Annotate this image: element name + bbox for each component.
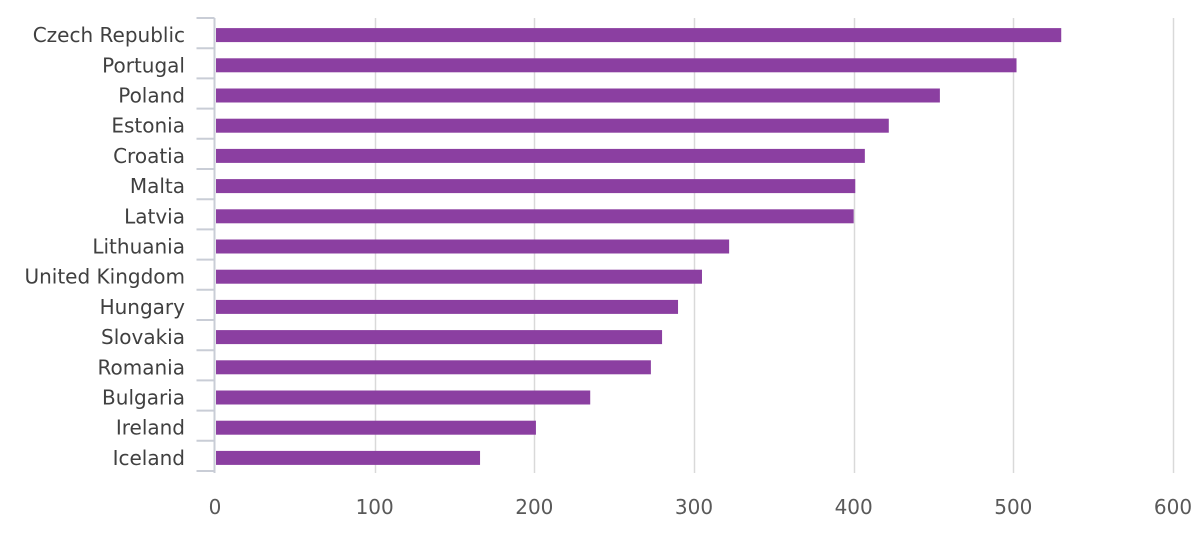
category-label: Estonia bbox=[111, 114, 185, 138]
bar bbox=[216, 420, 536, 435]
category-label: Lithuania bbox=[92, 235, 185, 259]
bar bbox=[216, 269, 702, 284]
value-tick-label: 200 bbox=[515, 495, 553, 519]
bar bbox=[216, 88, 940, 103]
value-tick-label: 0 bbox=[209, 495, 222, 519]
value-axis-labels: 0 100 200 300 400 500 600 bbox=[209, 495, 1192, 519]
category-label: United Kingdom bbox=[24, 265, 185, 289]
bar bbox=[216, 239, 730, 254]
value-tick-label: 300 bbox=[675, 495, 713, 519]
category-label: Poland bbox=[118, 84, 185, 108]
bar bbox=[216, 450, 481, 465]
bar bbox=[216, 299, 679, 314]
bars bbox=[216, 28, 1062, 465]
bar bbox=[216, 58, 1017, 73]
category-label: Iceland bbox=[113, 446, 185, 470]
value-tick-label: 600 bbox=[1154, 495, 1192, 519]
bar bbox=[216, 330, 663, 345]
category-label: Slovakia bbox=[101, 325, 185, 349]
category-label: Czech Republic bbox=[33, 23, 185, 47]
bar bbox=[216, 148, 865, 163]
bar bbox=[216, 28, 1062, 43]
bar bbox=[216, 118, 889, 133]
category-labels: Czech Republic Portugal Poland Estonia Croat… bbox=[24, 23, 185, 470]
category-label: Bulgaria bbox=[102, 386, 185, 410]
bar bbox=[216, 360, 651, 375]
value-tick-label: 500 bbox=[994, 495, 1032, 519]
category-label: Latvia bbox=[124, 204, 185, 228]
category-label: Ireland bbox=[116, 416, 185, 440]
bar bbox=[216, 390, 591, 405]
value-tick-label: 100 bbox=[356, 495, 394, 519]
value-tick-label: 400 bbox=[835, 495, 873, 519]
bar bbox=[216, 209, 854, 224]
category-label: Hungary bbox=[100, 295, 186, 319]
category-label: Portugal bbox=[102, 53, 185, 77]
category-axis bbox=[196, 17, 216, 473]
category-label: Romania bbox=[98, 355, 185, 379]
category-label: Malta bbox=[130, 174, 185, 198]
bar bbox=[216, 179, 856, 194]
category-label: Croatia bbox=[113, 144, 185, 168]
